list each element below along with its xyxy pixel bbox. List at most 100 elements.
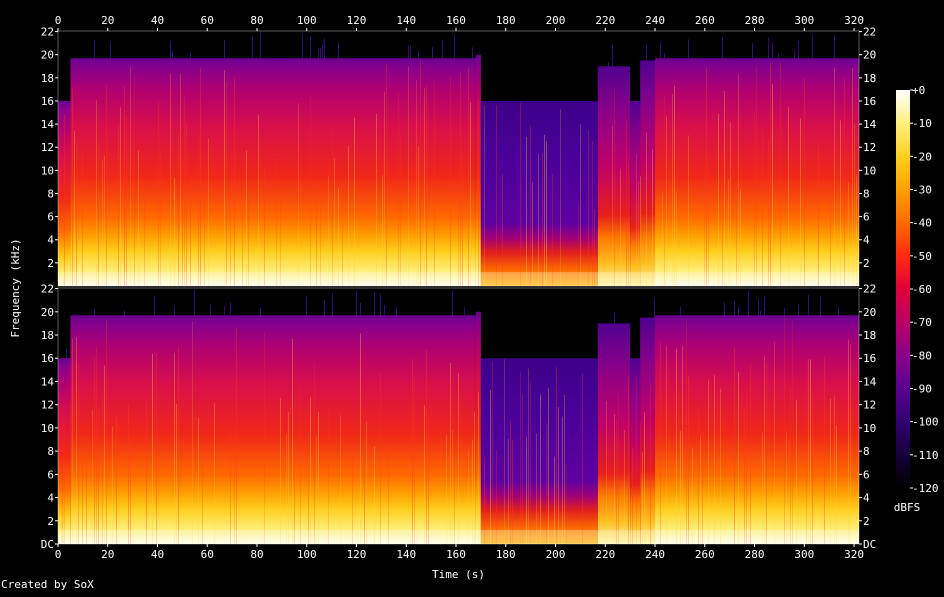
xtick-label-bottom: 220 (595, 548, 615, 561)
bottom-channel-ytick-label-right: DC (863, 538, 876, 551)
top-channel-texture (426, 86, 427, 286)
bottom-channel-segment (640, 317, 656, 544)
bottom-channel-low-band (58, 530, 859, 544)
top-channel-texture (800, 118, 801, 287)
bottom-channel-texture (784, 316, 785, 544)
top-channel-texture (708, 168, 709, 286)
bottom-channel-texture (774, 341, 775, 544)
xtick-label-top: 260 (695, 14, 715, 27)
bottom-channel-texture (356, 290, 357, 316)
bottom-channel-texture (174, 306, 175, 316)
bottom-channel-texture (260, 307, 261, 316)
bottom-channel-texture (642, 451, 643, 544)
bottom-channel-texture (564, 394, 565, 544)
top-channel-ytick-label-right: 8 (863, 187, 870, 200)
bottom-channel-ytick-label-left: DC (41, 538, 54, 551)
top-channel-texture (118, 123, 119, 286)
top-channel-texture (416, 79, 417, 287)
top-channel-texture (242, 183, 243, 286)
bottom-channel-texture (224, 306, 225, 316)
xtick-label-bottom: 40 (151, 548, 164, 561)
bottom-channel-texture (724, 302, 725, 316)
top-channel-texture (246, 150, 247, 286)
bottom-channel-texture (472, 440, 473, 544)
top-channel-texture (542, 153, 543, 286)
bottom-channel-texture (94, 356, 95, 544)
bottom-channel-texture (102, 394, 103, 544)
top-channel-ytick-label-right: 12 (863, 141, 876, 154)
colorbar-label: dBFS (894, 501, 921, 514)
y-axis-label: Frequency (kHz) (9, 238, 22, 337)
bottom-channel-texture (808, 294, 809, 316)
top-channel-texture (472, 47, 473, 59)
bottom-channel-texture (414, 374, 415, 544)
bottom-channel-texture (360, 333, 361, 544)
top-channel-texture (234, 77, 235, 286)
bottom-channel-ytick-label-right: 12 (863, 399, 876, 412)
bottom-channel-ytick-label-right: 4 (863, 492, 870, 505)
top-channel-texture (400, 134, 401, 286)
bottom-channel-texture (558, 407, 559, 544)
top-channel-texture (160, 149, 161, 286)
bottom-channel-texture (748, 290, 749, 316)
bottom-channel-texture (540, 394, 541, 544)
bottom-channel-ytick-label-right: 22 (863, 283, 876, 296)
top-channel-texture (688, 135, 689, 286)
bottom-channel-texture (464, 307, 465, 316)
colorbar-tick-label: -40 (912, 217, 932, 230)
bottom-channel-texture (536, 433, 537, 544)
bottom-channel-texture (374, 446, 375, 544)
top-channel-texture (354, 117, 355, 287)
bottom-channel-ytick-label-left: 2 (47, 515, 54, 528)
top-channel-texture (424, 88, 425, 286)
top-channel-texture (104, 155, 105, 286)
bottom-channel-texture (764, 296, 765, 316)
bottom-channel-ytick-label-left: 16 (41, 352, 54, 365)
colorbar-tick-label: -10 (912, 117, 932, 130)
bottom-channel-texture (688, 375, 689, 544)
bottom-channel-texture (490, 389, 491, 544)
top-channel-texture (772, 42, 773, 59)
bottom-channel-texture (396, 307, 397, 316)
top-channel-texture (170, 40, 171, 59)
top-channel-texture (736, 184, 737, 286)
top-channel-texture (324, 38, 325, 59)
bottom-channel-texture (566, 463, 567, 544)
bottom-channel-panel (58, 288, 859, 544)
top-channel-ytick-label-right: 18 (863, 72, 876, 85)
bottom-channel-texture (154, 296, 155, 316)
top-channel-texture (408, 45, 409, 59)
top-channel-texture (186, 123, 187, 286)
top-channel-texture (384, 91, 385, 286)
xtick-label-bottom: 260 (695, 548, 715, 561)
top-channel-texture (722, 37, 723, 59)
bottom-channel-texture (366, 422, 367, 544)
xtick-label-top: 40 (151, 14, 164, 27)
top-channel-texture (778, 53, 779, 59)
bottom-channel-ytick-label-left: 14 (41, 375, 55, 388)
xtick-label-bottom: 320 (844, 548, 864, 561)
top-channel-texture (94, 41, 95, 59)
bottom-channel-texture (492, 362, 493, 544)
top-channel-texture (198, 135, 199, 286)
xtick-label-bottom: 180 (496, 548, 516, 561)
bottom-channel-texture (192, 321, 193, 544)
xtick-label-bottom: 60 (201, 548, 214, 561)
top-channel-texture (316, 183, 317, 286)
bottom-channel-texture (702, 431, 703, 544)
top-channel-texture (478, 100, 479, 286)
bottom-channel-texture (424, 405, 425, 544)
top-channel-texture (72, 87, 73, 287)
bottom-channel-texture (380, 371, 381, 544)
top-channel-texture (530, 125, 531, 287)
top-channel-ytick-label-left: 16 (41, 95, 54, 108)
bottom-channel-texture (796, 400, 797, 544)
top-channel-ytick-label-left: 2 (47, 257, 54, 270)
xtick-label-top: 220 (595, 14, 615, 27)
colorbar-tick-label: -60 (912, 283, 932, 296)
xtick-label-bottom: 280 (745, 548, 765, 561)
bottom-channel-texture (78, 362, 79, 544)
top-channel-texture (420, 61, 421, 287)
xtick-label-top: 320 (844, 14, 864, 27)
top-channel-texture (442, 39, 443, 59)
